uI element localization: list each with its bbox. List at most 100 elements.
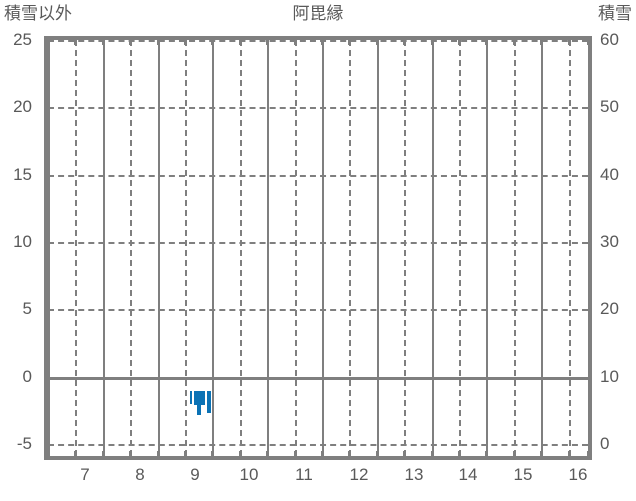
y-tick-label-right: 0 [600, 434, 610, 453]
axis-tick [293, 36, 296, 45]
y-tick-label-right: 40 [600, 164, 619, 184]
axis-tick [403, 36, 406, 45]
gridline-horizontal [48, 174, 588, 177]
axis-tick [458, 36, 460, 45]
y-tick-label-left: 25 [13, 30, 32, 49]
gridline-vertical-minor [513, 40, 516, 456]
axis-tick [540, 36, 543, 45]
axis-tick [211, 36, 214, 45]
gridline-vertical-minor [185, 40, 187, 456]
x-tick-label: 12 [349, 465, 369, 484]
plot-inner [48, 40, 588, 456]
axis-tick [101, 36, 104, 45]
axis-tick [266, 36, 269, 45]
left-axis-title: 積雪以外 [4, 4, 72, 23]
gridline-horizontal [48, 107, 588, 110]
gridline-vertical-major [376, 40, 379, 456]
axis-tick [156, 36, 159, 45]
axis-tick [129, 36, 132, 45]
axis-tick [458, 451, 460, 460]
axis-tick [512, 451, 515, 460]
axis-tick [321, 451, 323, 460]
gridline-vertical-minor [130, 40, 133, 456]
axis-tick [321, 36, 323, 45]
plot-area [44, 36, 592, 460]
gridline-vertical-minor [239, 40, 242, 456]
gridline-vertical-major [157, 40, 160, 456]
gridline-horizontal [48, 444, 588, 446]
axis-tick [266, 451, 269, 460]
gridline-vertical-major [541, 40, 544, 456]
axis-tick [587, 36, 589, 45]
x-tick-label: 8 [135, 465, 145, 484]
axis-tick [129, 451, 132, 460]
gridline-vertical-minor [75, 40, 78, 456]
gridline-vertical-major [267, 40, 270, 456]
x-tick-label: 15 [513, 465, 533, 484]
axis-tick [375, 451, 378, 460]
gridline-horizontal [48, 40, 588, 42]
axis-tick [184, 451, 186, 460]
axis-tick [485, 36, 488, 45]
axis-tick [430, 36, 433, 45]
gridline-vertical-minor [404, 40, 407, 456]
axis-tick [47, 36, 49, 45]
y-tick-label-left: 10 [13, 232, 32, 251]
x-tick-label: 11 [295, 465, 313, 484]
y-tick-label-left: 5 [22, 299, 32, 319]
axis-tick [567, 36, 570, 45]
axis-tick [74, 451, 77, 460]
axis-tick [430, 451, 433, 460]
x-tick-label: 7 [80, 465, 90, 484]
axis-tick [184, 36, 186, 45]
axis-tick [47, 451, 49, 460]
y-tick-label-right: 30 [600, 232, 619, 251]
x-tick-label: 10 [239, 465, 259, 484]
zero-baseline [48, 376, 588, 380]
axis-tick [540, 451, 543, 460]
gridline-vertical-minor [349, 40, 352, 456]
y-tick-label-right: 50 [600, 97, 619, 117]
axis-tick [101, 451, 104, 460]
gridline-vertical-minor [294, 40, 297, 456]
gridline-vertical-major [486, 40, 489, 456]
y-tick-label-left: -5 [16, 434, 32, 453]
axis-tick [238, 451, 241, 460]
axis-tick [485, 451, 488, 460]
axis-tick [567, 451, 570, 460]
axis-tick [238, 36, 241, 45]
axis-tick [375, 36, 378, 45]
axis-tick [74, 36, 77, 45]
bar-bar-4 [207, 391, 211, 413]
axis-tick [156, 451, 159, 460]
right-axis-title: 積雪 [598, 4, 632, 23]
axis-tick [512, 36, 515, 45]
gridline-vertical-minor [459, 40, 461, 456]
gridline-horizontal [48, 242, 588, 244]
gridline-vertical-major [431, 40, 434, 456]
bar-bar-1 [190, 391, 192, 404]
axis-tick [348, 451, 351, 460]
axis-tick [293, 451, 296, 460]
y-tick-label-right: 10 [600, 366, 619, 386]
bar-bar-3 [197, 391, 201, 415]
x-tick-label: 13 [404, 465, 424, 484]
y-tick-label-left: 20 [13, 97, 32, 117]
gridline-vertical-major [102, 40, 105, 456]
axis-tick [587, 451, 589, 460]
y-tick-label-left: 0 [22, 366, 32, 386]
gridline-vertical-major [322, 40, 324, 456]
y-tick-label-right: 20 [600, 299, 619, 319]
x-tick-label: 9 [190, 465, 200, 484]
chart-title: 阿毘縁 [292, 4, 344, 23]
axis-tick [348, 36, 351, 45]
y-tick-label-left: 15 [13, 164, 32, 184]
gridline-horizontal [48, 309, 588, 312]
x-tick-label: 16 [568, 465, 588, 484]
gridline-vertical-major [48, 40, 50, 456]
axis-tick [211, 451, 214, 460]
gridline-vertical-minor [568, 40, 571, 456]
x-tick-label: 14 [458, 465, 478, 484]
axis-tick [403, 451, 406, 460]
